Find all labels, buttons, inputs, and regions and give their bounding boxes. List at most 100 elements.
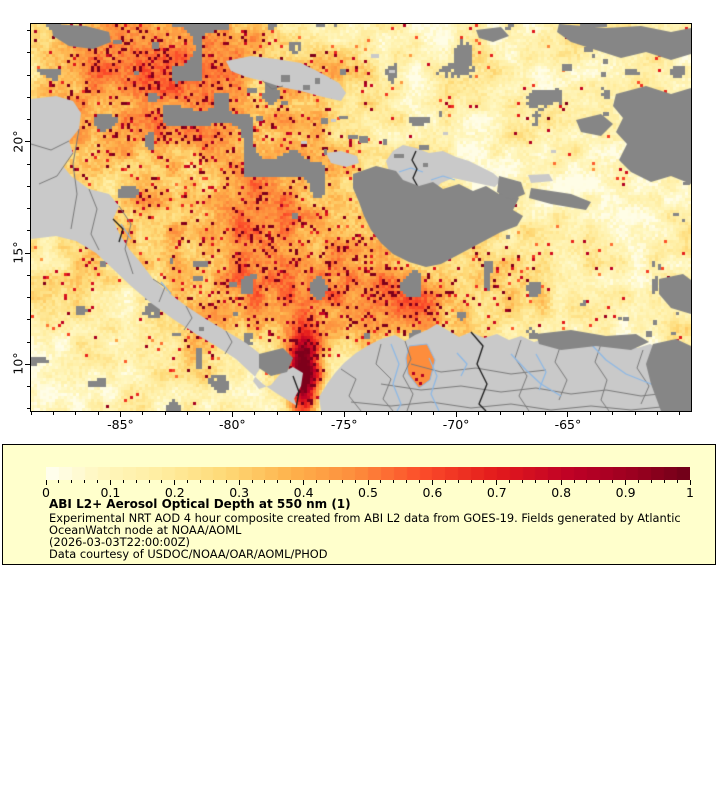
x-axis-minor-tick	[589, 412, 591, 415]
x-axis-minor-tick	[477, 412, 479, 415]
x-axis-major-tick	[567, 412, 569, 417]
colorbar-tick-label: 1	[686, 485, 694, 500]
y-axis-minor-tick	[27, 386, 30, 388]
colorbar-minor-tick	[135, 480, 137, 483]
y-axis-minor-tick	[27, 119, 30, 121]
x-axis-major-tick	[231, 412, 233, 417]
y-axis-minor-tick	[27, 52, 30, 54]
y-axis-minor-tick	[27, 274, 30, 276]
x-axis-tick-label: -75°	[330, 417, 358, 432]
y-axis-minor-tick	[27, 74, 30, 76]
colorbar-minor-tick	[84, 480, 86, 483]
colorbar-minor-tick	[599, 480, 601, 483]
colorbar-minor-tick	[522, 480, 524, 483]
colorbar-minor-tick	[58, 480, 60, 483]
colorbar-minor-tick	[534, 480, 536, 483]
x-axis-minor-tick	[30, 412, 32, 415]
x-axis-minor-tick	[209, 412, 211, 415]
colorbar-minor-tick	[483, 480, 485, 483]
colorbar-minor-tick	[290, 480, 292, 483]
colorbar-major-tick	[560, 480, 562, 485]
colorbar-major-tick	[431, 480, 433, 485]
colorbar-minor-tick	[419, 480, 421, 483]
legend-title: ABI L2+ Aerosol Optical Depth at 550 nm …	[49, 497, 351, 511]
y-axis-minor-tick	[27, 208, 30, 210]
colorbar-minor-tick	[612, 480, 614, 483]
colorbar-minor-tick	[457, 480, 459, 483]
x-axis-minor-tick	[500, 412, 502, 415]
y-axis-minor-tick	[27, 230, 30, 232]
x-axis-minor-tick	[545, 412, 547, 415]
y-axis-tick-label: 15°	[10, 241, 26, 264]
x-axis-minor-tick	[321, 412, 323, 415]
colorbar-tick-label: 0	[42, 485, 50, 500]
y-axis-minor-tick	[27, 185, 30, 187]
x-axis-minor-tick	[75, 412, 77, 415]
colorbar-minor-tick	[586, 480, 588, 483]
colorbar-minor-tick	[393, 480, 395, 483]
colorbar-minor-tick	[406, 480, 408, 483]
y-axis-major-tick	[25, 252, 30, 254]
x-axis-tick-label: -85°	[107, 417, 134, 432]
y-axis-tick-label: 10°	[10, 352, 26, 375]
colorbar-minor-tick	[122, 480, 124, 483]
x-axis-minor-tick	[634, 412, 636, 415]
colorbar-minor-tick	[637, 480, 639, 483]
colorbar-minor-tick	[315, 480, 317, 483]
x-axis-major-tick	[119, 412, 121, 417]
colorbar-minor-tick	[328, 480, 330, 483]
x-axis-minor-tick	[612, 412, 614, 415]
colorbar-minor-tick	[444, 480, 446, 483]
legend-timestamp: (2026-03-03T22:00:00Z)	[49, 535, 191, 549]
x-axis-minor-tick	[142, 412, 144, 415]
colorbar	[46, 467, 690, 480]
x-axis-minor-tick	[410, 412, 412, 415]
x-axis-minor-tick	[298, 412, 300, 415]
x-axis-minor-tick	[254, 412, 256, 415]
colorbar-minor-tick	[663, 480, 665, 483]
x-axis-minor-tick	[276, 412, 278, 415]
x-axis-minor-tick	[388, 412, 390, 415]
colorbar-major-tick	[625, 480, 627, 485]
colorbar-minor-tick	[509, 480, 511, 483]
y-axis-minor-tick	[27, 30, 30, 32]
y-axis-minor-tick	[27, 297, 30, 299]
colorbar-minor-tick	[547, 480, 549, 483]
y-axis-minor-tick	[27, 319, 30, 321]
colorbar-minor-tick	[470, 480, 472, 483]
x-axis-tick-label: -80°	[219, 417, 246, 432]
x-axis-minor-tick	[97, 412, 99, 415]
colorbar-minor-tick	[676, 480, 678, 483]
aod-map-canvas	[31, 24, 691, 411]
colorbar-major-tick	[109, 480, 111, 485]
colorbar-major-tick	[174, 480, 176, 485]
x-axis-minor-tick	[679, 412, 681, 415]
colorbar-minor-tick	[264, 480, 266, 483]
colorbar-minor-tick	[341, 480, 343, 483]
colorbar-minor-tick	[573, 480, 575, 483]
y-axis-major-tick	[25, 363, 30, 365]
colorbar-minor-tick	[225, 480, 227, 483]
x-axis-minor-tick	[187, 412, 189, 415]
colorbar-tick-label: 0.9	[615, 485, 636, 500]
colorbar-minor-tick	[97, 480, 99, 483]
y-axis-tick-label: 20°	[10, 130, 26, 153]
colorbar-tick-label: 0.2	[164, 485, 185, 500]
colorbar-major-tick	[367, 480, 369, 485]
x-axis-minor-tick	[52, 412, 54, 415]
x-axis-major-tick	[455, 412, 457, 417]
x-axis-tick-label: -70°	[442, 417, 470, 432]
x-axis-minor-tick	[366, 412, 368, 415]
colorbar-tick-label: 0.5	[358, 485, 378, 500]
colorbar-minor-tick	[251, 480, 253, 483]
colorbar-tick-label: 0.4	[293, 485, 314, 500]
x-axis-tick-label: -65°	[554, 417, 582, 432]
legend-description-line: OceanWatch node at NOAA/AOML	[49, 523, 242, 537]
colorbar-minor-tick	[187, 480, 189, 483]
colorbar-major-tick	[45, 480, 47, 485]
y-axis-minor-tick	[27, 341, 30, 343]
colorbar-major-tick	[496, 480, 498, 485]
y-axis-minor-tick	[27, 408, 30, 410]
colorbar-tick-label: 0.6	[422, 485, 443, 500]
